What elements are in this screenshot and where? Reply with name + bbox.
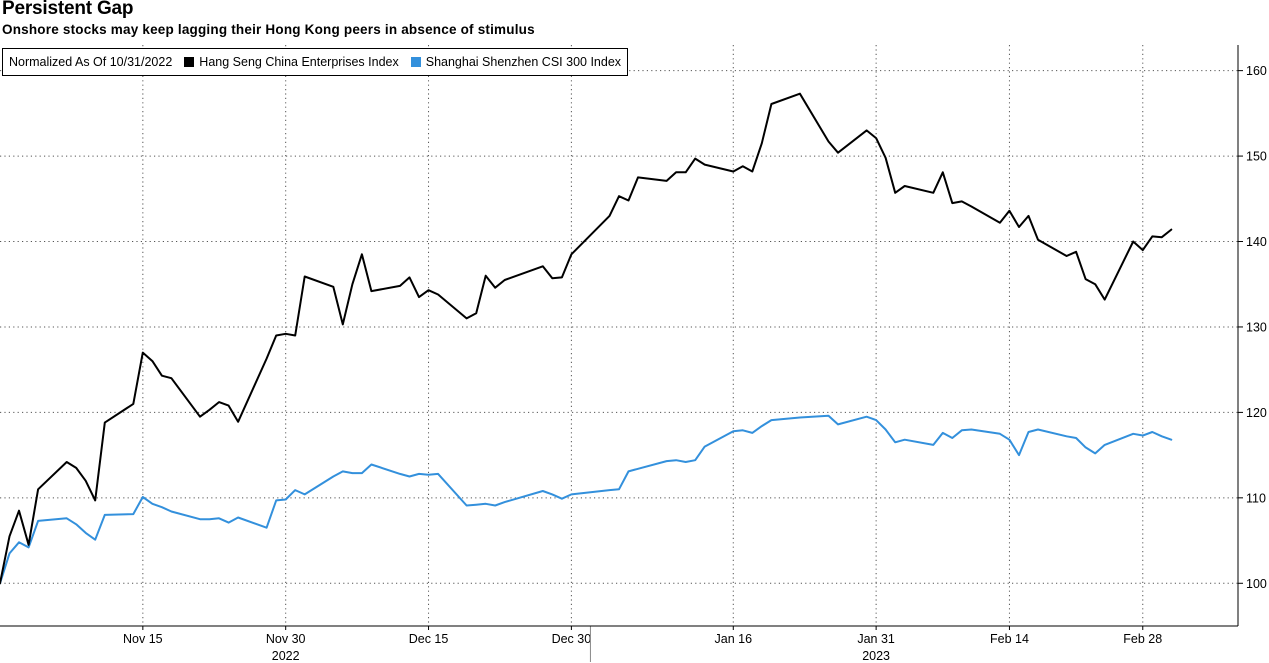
year-label: 2022 <box>272 649 300 663</box>
legend-swatch-black <box>184 57 195 67</box>
x-tick-label: Jan 16 <box>715 632 753 646</box>
y-tick-label: 120 <box>1246 406 1267 420</box>
y-tick-label: 140 <box>1246 235 1267 249</box>
y-tick-label: 160 <box>1246 64 1267 78</box>
chart-title: Persistent Gap <box>2 0 134 19</box>
legend-label-hscei: Hang Seng China Enterprises Index <box>199 55 399 69</box>
chart-legend: Normalized As Of 10/31/2022 Hang Seng Ch… <box>2 48 629 76</box>
x-tick-label: Feb 28 <box>1123 632 1162 646</box>
chart-subtitle: Onshore stocks may keep lagging their Ho… <box>2 22 535 37</box>
y-tick-label: 130 <box>1246 320 1267 334</box>
legend-normalization-note: Normalized As Of 10/31/2022 <box>9 55 173 69</box>
x-tick-label: Nov 15 <box>123 632 163 646</box>
x-tick-label: Jan 31 <box>857 632 895 646</box>
series-line-hscei <box>0 92 1173 585</box>
legend-item-csi300: Shanghai Shenzhen CSI 300 Index <box>410 55 622 69</box>
x-tick-label: Nov 30 <box>266 632 306 646</box>
x-tick-label: Feb 14 <box>990 632 1029 646</box>
y-tick-label: 150 <box>1246 150 1267 164</box>
legend-item-hscei: Hang Seng China Enterprises Index <box>184 55 399 69</box>
x-tick-label: Dec 30 <box>552 632 592 646</box>
year-label: 2023 <box>862 649 890 663</box>
legend-label-csi300: Shanghai Shenzhen CSI 300 Index <box>425 55 622 69</box>
series-line-csi300 <box>0 414 1173 585</box>
x-tick-label: Dec 15 <box>409 632 449 646</box>
y-tick-label: 110 <box>1246 491 1266 505</box>
legend-swatch-blue <box>410 57 421 67</box>
y-tick-label: 100 <box>1246 577 1267 591</box>
